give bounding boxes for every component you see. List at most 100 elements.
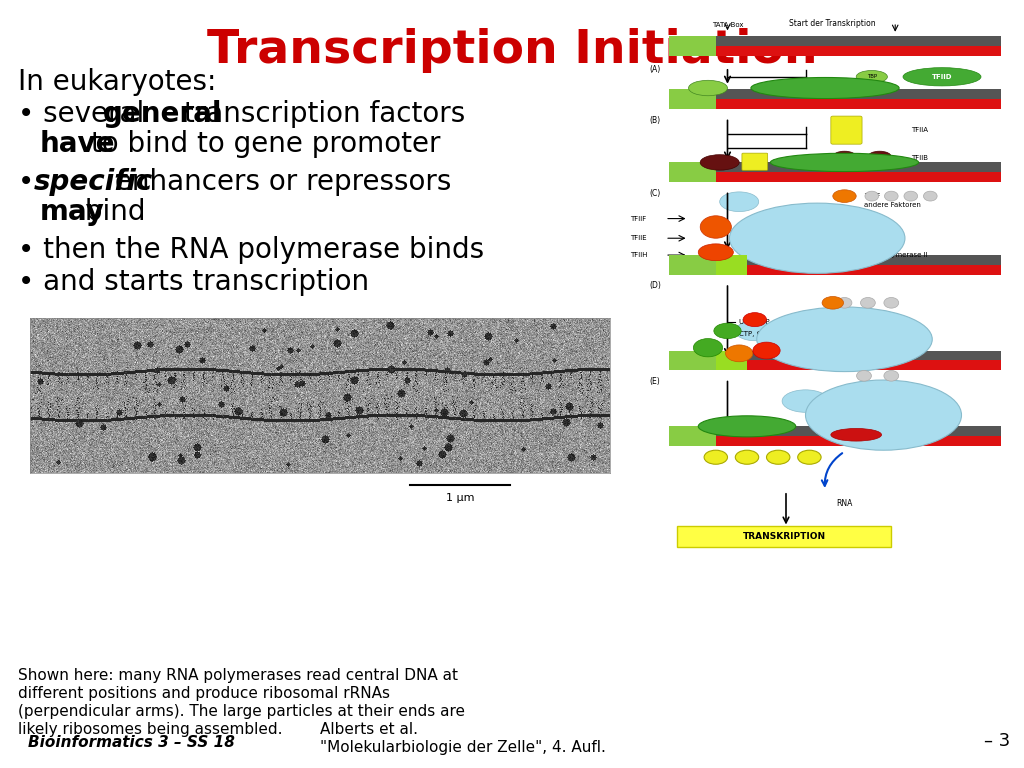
- Text: specific: specific: [34, 168, 154, 196]
- Bar: [669, 99, 1000, 109]
- Bar: [669, 255, 716, 275]
- Bar: [669, 265, 1000, 275]
- Text: Shown here: many RNA polymerases read central DNA at: Shown here: many RNA polymerases read ce…: [18, 668, 458, 683]
- Text: • and starts transcription: • and starts transcription: [18, 268, 369, 296]
- Text: P: P: [714, 454, 719, 460]
- Ellipse shape: [833, 151, 856, 162]
- Text: P: P: [775, 454, 780, 460]
- Ellipse shape: [903, 68, 981, 86]
- Text: to bind to gene promoter: to bind to gene promoter: [82, 130, 440, 158]
- Bar: [833, 155, 880, 162]
- Text: have: have: [40, 130, 116, 158]
- Text: bind: bind: [76, 198, 145, 226]
- Text: •: •: [18, 168, 43, 196]
- Ellipse shape: [884, 370, 899, 381]
- Text: – 3: – 3: [984, 732, 1010, 750]
- Ellipse shape: [767, 450, 790, 464]
- Bar: [669, 89, 1000, 99]
- Text: likely ribosomes being assembled.: likely ribosomes being assembled.: [18, 722, 283, 737]
- Text: (perpendicular arms). The large particles at their ends are: (perpendicular arms). The large particle…: [18, 704, 465, 719]
- Text: "Molekularbiologie der Zelle", 4. Aufl.: "Molekularbiologie der Zelle", 4. Aufl.: [319, 740, 606, 755]
- Ellipse shape: [806, 380, 962, 450]
- Ellipse shape: [865, 191, 879, 201]
- Ellipse shape: [698, 244, 733, 260]
- Text: TFIIB: TFIIB: [910, 155, 928, 161]
- Bar: [669, 426, 716, 446]
- Ellipse shape: [705, 450, 727, 464]
- Bar: [669, 36, 1000, 46]
- Ellipse shape: [830, 429, 882, 441]
- Bar: [669, 436, 1000, 446]
- Ellipse shape: [714, 323, 741, 339]
- Text: TFIID: TFIID: [932, 74, 952, 80]
- Bar: [669, 36, 716, 56]
- Ellipse shape: [757, 307, 932, 372]
- Ellipse shape: [726, 345, 753, 362]
- Bar: [716, 255, 746, 275]
- Text: • several: • several: [18, 100, 154, 128]
- Text: transcription factors: transcription factors: [175, 100, 465, 128]
- Bar: [669, 255, 1000, 265]
- Text: • then the RNA polymerase binds: • then the RNA polymerase binds: [18, 236, 484, 264]
- Ellipse shape: [884, 297, 899, 308]
- FancyBboxPatch shape: [830, 116, 862, 144]
- Ellipse shape: [822, 296, 844, 310]
- Text: TFIIF: TFIIF: [630, 216, 646, 222]
- Ellipse shape: [837, 297, 852, 308]
- Text: (E): (E): [649, 377, 660, 386]
- Text: TFIIH: TFIIH: [630, 252, 647, 258]
- Text: TATA-Box: TATA-Box: [712, 22, 743, 28]
- Ellipse shape: [856, 71, 888, 83]
- Text: different positions and produce ribosomal rRNAs: different positions and produce ribosoma…: [18, 686, 390, 701]
- Text: RNA: RNA: [837, 499, 853, 508]
- Ellipse shape: [904, 191, 918, 201]
- Bar: [669, 46, 1000, 56]
- Bar: [669, 162, 716, 182]
- Ellipse shape: [700, 216, 731, 238]
- Ellipse shape: [720, 192, 759, 211]
- Text: TBP: TBP: [866, 74, 877, 79]
- Text: 1 μm: 1 μm: [445, 493, 474, 503]
- Text: may: may: [40, 198, 104, 226]
- Text: TFIIA: TFIIA: [910, 127, 928, 133]
- Ellipse shape: [698, 415, 796, 437]
- Ellipse shape: [693, 339, 723, 357]
- Ellipse shape: [860, 297, 876, 308]
- Text: UTP, ATP: UTP, ATP: [739, 319, 770, 326]
- Text: CTP, GTP: CTP, GTP: [739, 331, 770, 336]
- Text: general: general: [103, 100, 222, 128]
- Bar: [669, 162, 1000, 172]
- Text: P: P: [807, 454, 812, 460]
- Ellipse shape: [798, 450, 821, 464]
- Ellipse shape: [688, 81, 727, 96]
- Bar: [669, 89, 716, 109]
- Text: TFIIF: TFIIF: [864, 193, 881, 199]
- Ellipse shape: [857, 370, 871, 381]
- Text: In eukaryotes:: In eukaryotes:: [18, 68, 216, 96]
- Text: (A): (A): [649, 65, 660, 74]
- Bar: [669, 172, 1000, 182]
- Text: P: P: [744, 454, 750, 460]
- Text: andere Faktoren: andere Faktoren: [864, 201, 921, 207]
- Text: enhancers or repressors: enhancers or repressors: [106, 168, 452, 196]
- Text: (B): (B): [649, 116, 660, 125]
- Bar: [669, 426, 1000, 436]
- Bar: [716, 350, 746, 370]
- Ellipse shape: [833, 190, 856, 203]
- Ellipse shape: [753, 342, 780, 359]
- Text: TFIIE: TFIIE: [630, 235, 646, 241]
- Bar: [669, 350, 1000, 360]
- Text: (D): (D): [649, 281, 662, 290]
- Ellipse shape: [868, 151, 891, 162]
- Text: Alberts et al.: Alberts et al.: [319, 722, 418, 737]
- FancyBboxPatch shape: [742, 153, 768, 170]
- Ellipse shape: [751, 78, 899, 98]
- Text: Bioinformatics 3 – SS 18: Bioinformatics 3 – SS 18: [28, 735, 234, 750]
- Text: (C): (C): [649, 189, 660, 198]
- Ellipse shape: [782, 390, 828, 412]
- Ellipse shape: [885, 191, 898, 201]
- Ellipse shape: [770, 154, 919, 171]
- Text: RNA-Polymerase II: RNA-Polymerase II: [864, 252, 928, 258]
- Ellipse shape: [735, 321, 774, 341]
- Text: TRANSKRIPTION: TRANSKRIPTION: [742, 532, 825, 541]
